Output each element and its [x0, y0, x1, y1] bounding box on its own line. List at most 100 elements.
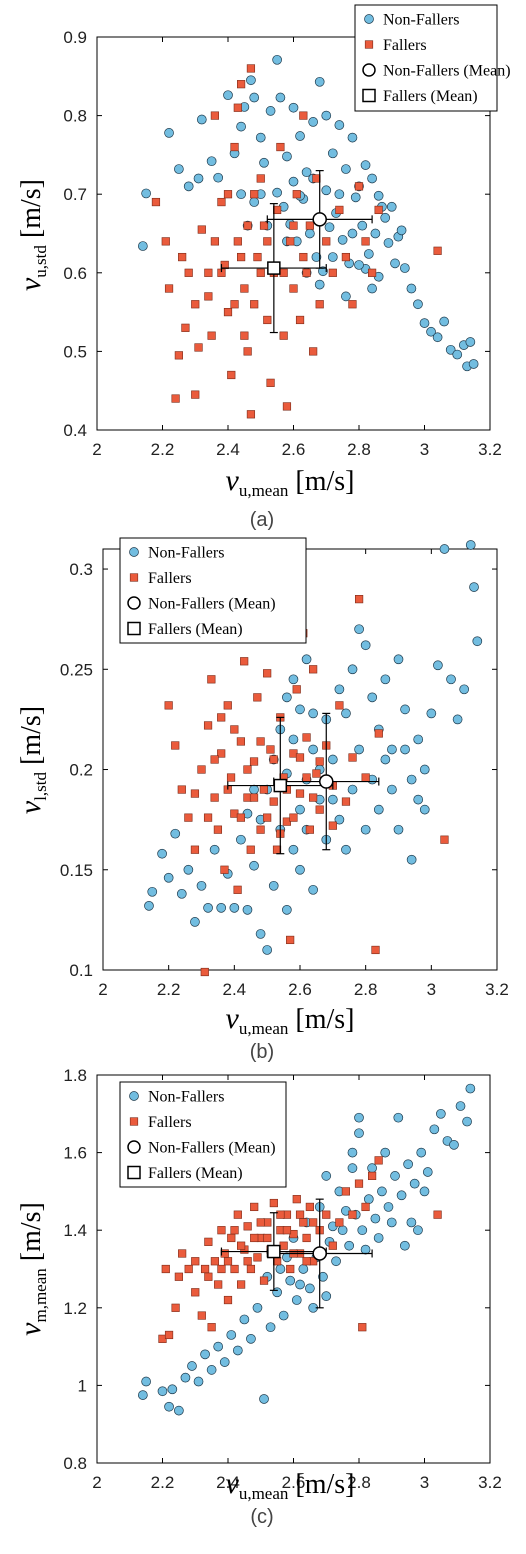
panel-caption: (b): [250, 1041, 274, 1063]
legend-non-fallers-mean-marker: [127, 596, 141, 610]
faller-point: [309, 665, 318, 674]
non-faller-point: [347, 228, 358, 239]
non-faller-point: [347, 132, 358, 143]
non-faller-point: [419, 764, 430, 775]
faller-point: [354, 595, 364, 604]
non-faller-point: [419, 318, 430, 328]
faller-point: [174, 1272, 183, 1281]
faller-point: [246, 64, 256, 73]
y-axis-label: vm,mean [m/s]: [14, 1202, 50, 1336]
faller-point: [250, 300, 259, 309]
faller-point: [273, 1257, 282, 1266]
non-faller-point: [432, 332, 443, 343]
non-faller-point: [246, 1333, 256, 1344]
faller-point: [217, 197, 226, 207]
non-faller-point: [363, 1194, 374, 1205]
faller-point: [440, 835, 449, 844]
faller-mean-marker: [273, 778, 288, 793]
faller-point: [197, 765, 206, 774]
x-tick-label: 2: [98, 980, 107, 999]
legend-label: Non-Fallers (Mean): [148, 1140, 276, 1157]
x-tick-label: 2.8: [354, 980, 378, 999]
non-faller-point: [383, 1202, 394, 1212]
faller-point: [178, 252, 187, 262]
faller-point: [295, 1210, 305, 1219]
faller-point: [210, 1257, 220, 1266]
faller-point: [217, 1226, 226, 1235]
non-faller-point: [164, 128, 174, 138]
non-faller-point: [327, 754, 338, 765]
non-faller-point: [469, 582, 479, 592]
faller-point: [263, 237, 272, 246]
faller-point: [309, 793, 318, 802]
faller-point: [230, 725, 239, 734]
faller-point: [348, 1210, 357, 1219]
non-faller-point: [170, 828, 181, 839]
non-faller-point: [465, 1083, 476, 1094]
y-tick-label: 1: [78, 1376, 87, 1395]
legend-non-fallers-mean-marker: [127, 1140, 141, 1154]
y-tick-label: 0.8: [63, 1454, 87, 1473]
non-faller-point: [386, 201, 397, 212]
faller-point: [217, 1264, 226, 1274]
faller-point: [164, 1330, 174, 1340]
faller-point: [191, 300, 200, 309]
legend-non-fallers-marker: [364, 14, 374, 24]
non-faller-point: [393, 1112, 404, 1123]
legend-box: [119, 537, 307, 644]
faller-point: [246, 1264, 256, 1274]
non-faller-point: [305, 228, 315, 239]
non-faller-point: [163, 872, 174, 883]
non-faller-point: [387, 784, 397, 795]
y-tick-label: 0.1: [69, 961, 93, 980]
faller-point: [335, 205, 344, 215]
non-faller-point: [272, 187, 282, 198]
faller-point: [237, 80, 246, 89]
faller-point: [250, 190, 259, 199]
faller-point: [299, 252, 308, 262]
faller-point: [151, 197, 161, 207]
faller-point: [174, 351, 183, 360]
faller-point: [433, 1210, 442, 1219]
y-tick-label: 0.9: [63, 28, 87, 47]
x-tick-label: 2.2: [151, 440, 175, 459]
faller-mean-marker: [267, 1244, 281, 1259]
non-faller-point: [288, 734, 299, 745]
y-axis-label: vl,std [m/s]: [14, 706, 50, 814]
faller-point: [374, 1156, 383, 1165]
non-faller-point: [255, 132, 266, 143]
non-faller-point: [295, 1279, 305, 1290]
non-faller-point: [354, 260, 364, 270]
non-faller-point: [203, 903, 213, 913]
faller-point: [223, 1295, 233, 1305]
faller-point: [256, 737, 265, 746]
non-faller-point: [259, 157, 269, 168]
non-faller-point: [318, 1271, 328, 1282]
panel-caption: (c): [250, 1506, 273, 1528]
faller-point: [279, 331, 288, 340]
faller-point: [237, 252, 246, 262]
faller-point: [220, 865, 229, 874]
legend-fallers-mean-marker: [127, 1165, 141, 1180]
faller-point: [312, 769, 321, 778]
faller-point: [223, 1257, 233, 1266]
non-faller-point: [308, 117, 318, 127]
non-faller-point: [370, 1213, 381, 1224]
x-tick-label: 2: [92, 1473, 101, 1492]
faller-point: [259, 785, 268, 794]
faller-point: [249, 793, 259, 802]
x-tick-label: 2.6: [282, 440, 306, 459]
faller-point: [273, 205, 282, 215]
faller-point: [292, 685, 301, 694]
x-tick-label: 2: [92, 440, 101, 459]
x-tick-label: 2.8: [347, 1473, 371, 1492]
non-faller-point: [439, 316, 449, 327]
faller-point: [263, 315, 272, 325]
x-tick-label: 2.4: [223, 980, 247, 999]
faller-point: [259, 221, 269, 230]
y-tick-label: 1.2: [63, 1299, 87, 1318]
non-faller-point: [337, 1225, 348, 1236]
non-faller-point: [383, 238, 394, 248]
faller-point: [367, 268, 377, 277]
